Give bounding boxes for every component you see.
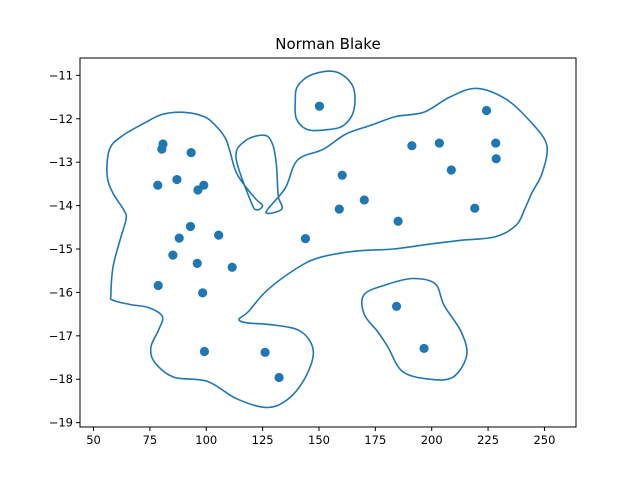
x-tick-label: 100 (195, 433, 217, 447)
data-point (227, 262, 237, 272)
data-point (199, 180, 209, 190)
data-point (481, 105, 492, 116)
y-tick-label: −11 (49, 68, 73, 82)
y-tick-label: −14 (49, 199, 73, 213)
y-tick-label: −15 (49, 242, 73, 256)
contour-bottom-right (361, 277, 468, 381)
density-contours (106, 70, 549, 409)
data-point (391, 301, 402, 311)
data-point (434, 138, 444, 148)
data-point (300, 233, 311, 244)
data-point (334, 204, 344, 214)
x-axis: 50 75 100 125 150 175 200 225 250 (86, 427, 555, 447)
data-point (153, 280, 163, 291)
contour-main (106, 87, 549, 409)
data-point (199, 346, 210, 357)
y-tick-label: −13 (49, 155, 73, 169)
plot-area-frame (79, 57, 577, 428)
data-point (198, 288, 208, 298)
data-point (157, 144, 167, 154)
data-point (446, 165, 456, 175)
y-tick-label: −12 (49, 112, 73, 126)
data-point (172, 174, 182, 185)
data-point (174, 233, 184, 243)
data-point (314, 101, 325, 111)
data-point (419, 343, 429, 354)
data-point (185, 221, 196, 232)
y-tick-label: −18 (49, 372, 73, 386)
data-point (168, 250, 178, 260)
data-point (153, 180, 163, 190)
data-point (192, 258, 202, 268)
data-point (491, 154, 501, 164)
x-tick-label: 150 (308, 433, 330, 447)
data-point (214, 230, 224, 240)
contour-top (294, 70, 356, 132)
x-tick-label: 250 (533, 433, 555, 447)
x-tick-label: 125 (252, 433, 274, 447)
y-tick-label: −19 (49, 416, 73, 430)
x-tick-label: 225 (477, 433, 499, 447)
data-point (407, 141, 417, 151)
data-point (186, 148, 196, 158)
chart-title: Norman Blake (275, 35, 380, 53)
y-tick-label: −17 (49, 329, 73, 343)
data-points (153, 101, 501, 383)
data-point (491, 138, 501, 148)
data-point (260, 347, 270, 357)
y-tick-label: −16 (49, 285, 73, 299)
data-point (359, 195, 369, 205)
x-tick-label: 50 (86, 433, 101, 447)
x-tick-label: 200 (421, 433, 443, 447)
data-point (470, 203, 480, 213)
x-tick-label: 75 (143, 433, 158, 447)
data-point (393, 216, 403, 226)
data-point (337, 170, 347, 180)
data-point (274, 372, 284, 383)
y-axis: −11 −12 −13 −14 −15 −16 −17 −18 −19 (49, 68, 80, 430)
x-tick-label: 175 (364, 433, 386, 447)
